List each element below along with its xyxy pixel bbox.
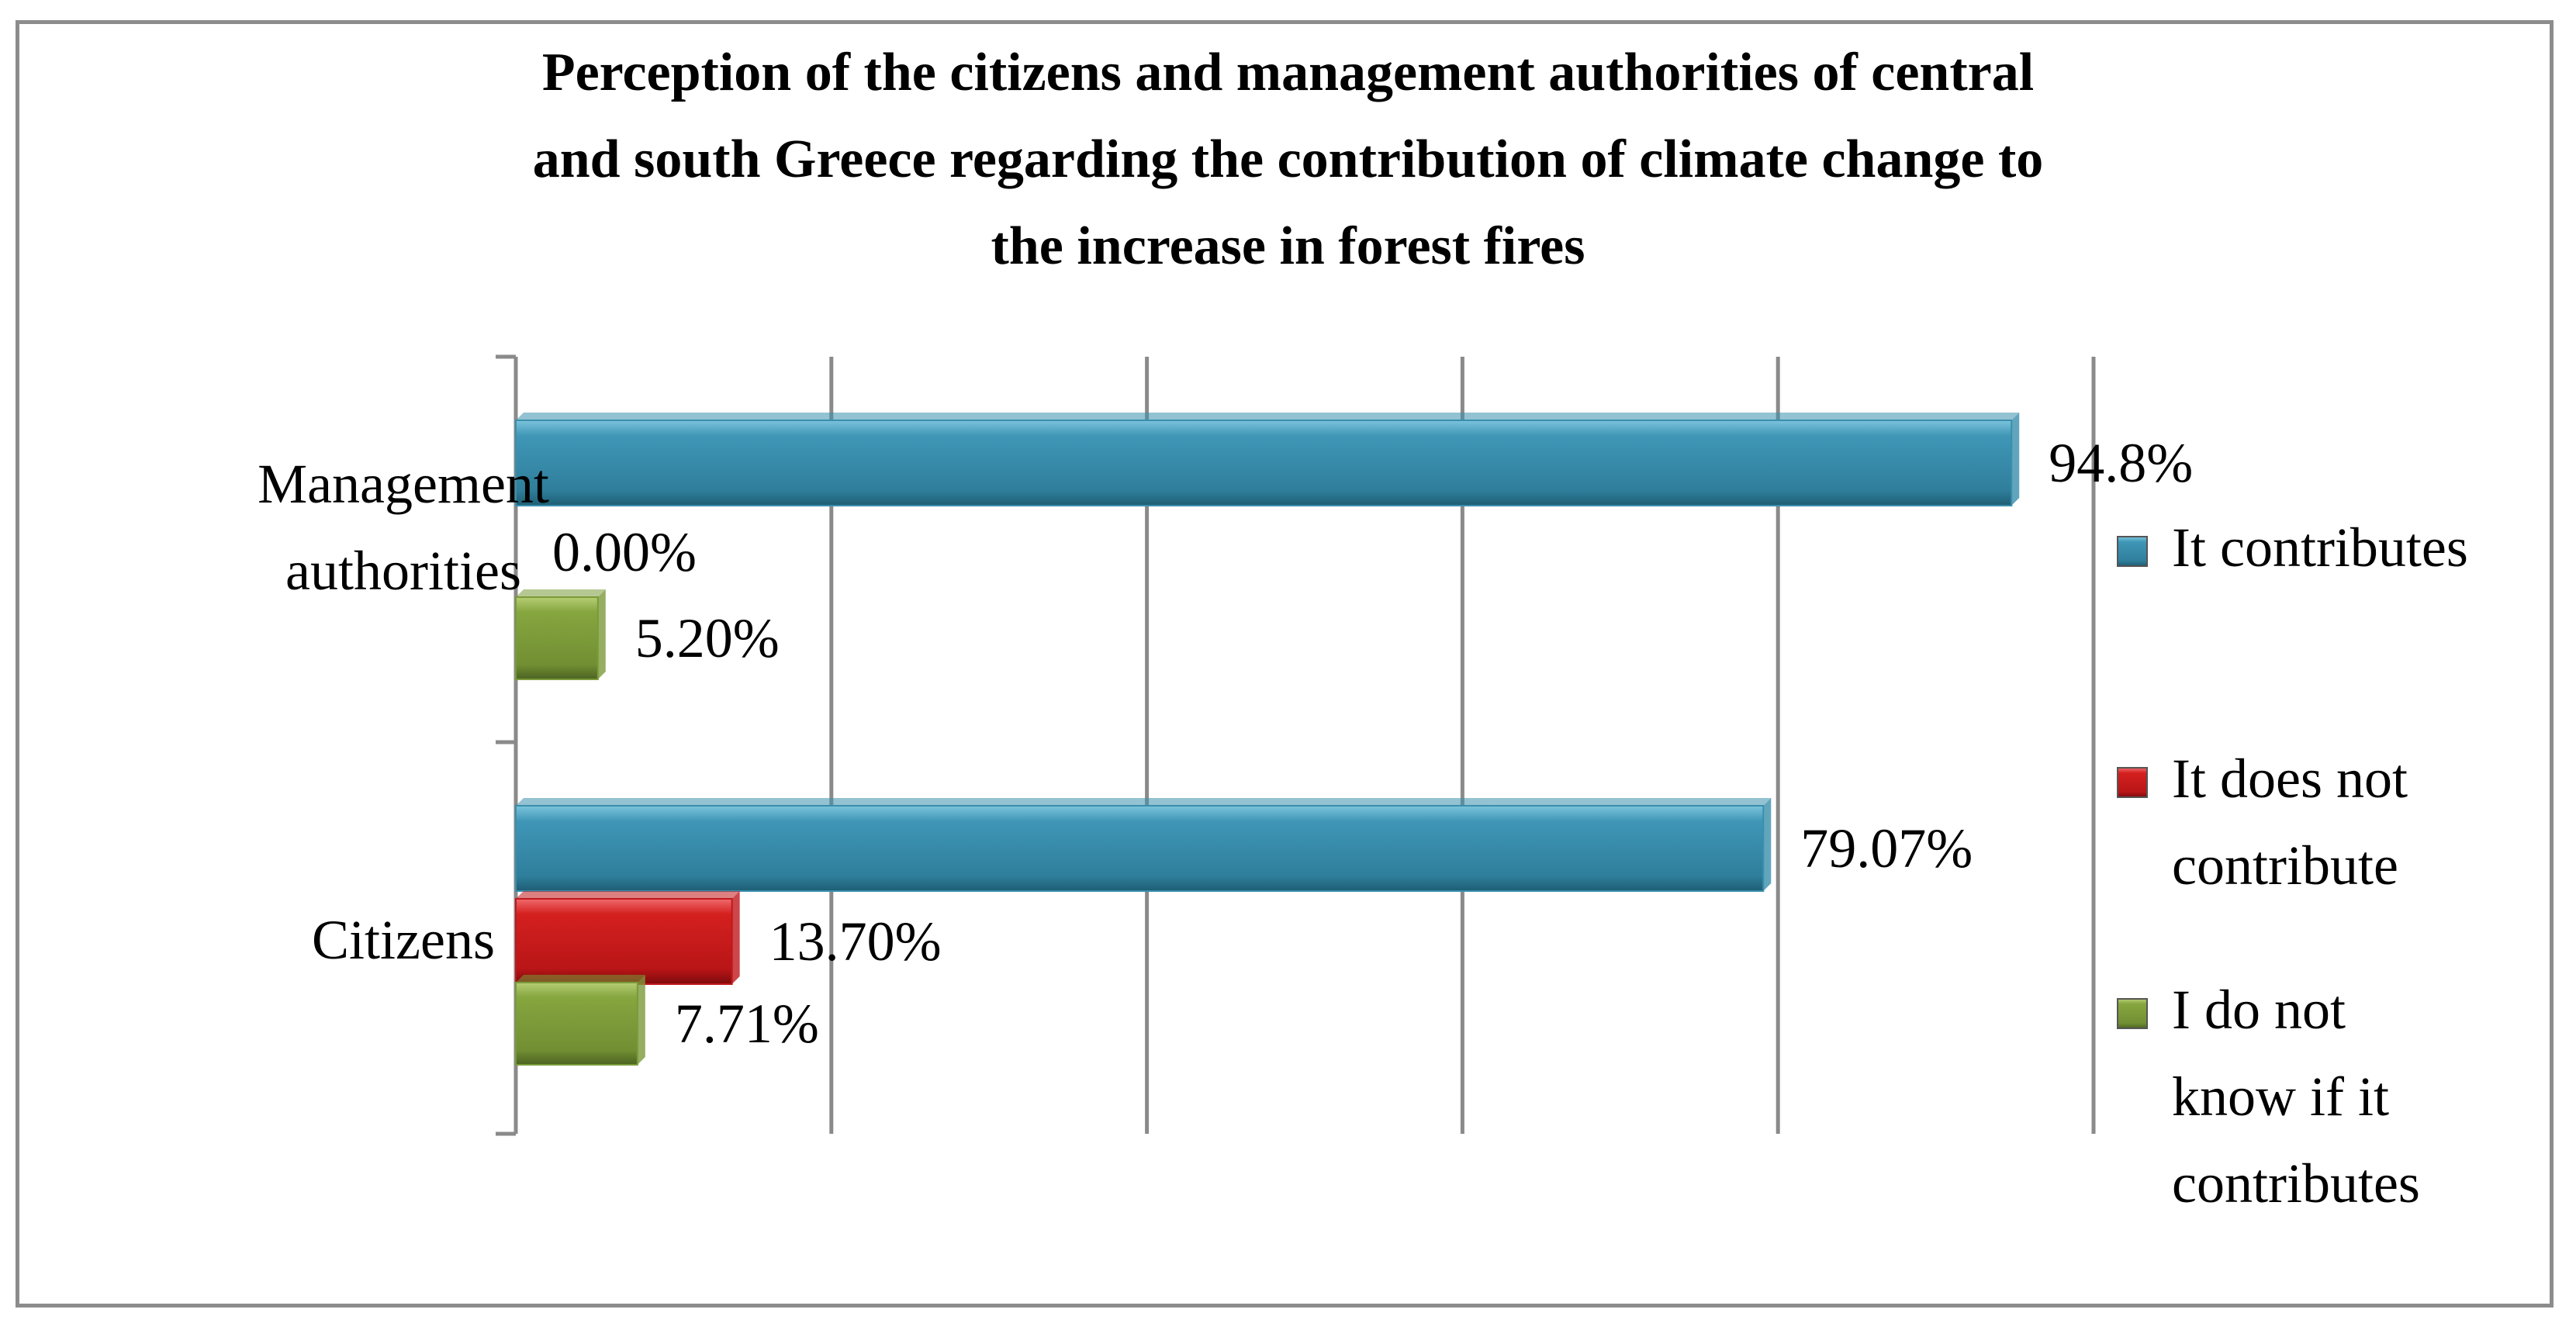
chart-title-line-1: Perception of the citizens and managemen… bbox=[541, 43, 2035, 102]
bar-end-face bbox=[637, 975, 645, 1065]
value-labels: 94.8% 0.00% 5.20% 79.07% 13.70% 7.71% bbox=[552, 432, 2193, 1055]
bar-top-face bbox=[516, 798, 1772, 806]
bar-end-face bbox=[731, 891, 740, 984]
legend-item: I do not know if it contributes bbox=[2117, 979, 2420, 1214]
bar-front-face bbox=[515, 420, 2013, 506]
legend-label: know if it bbox=[2172, 1066, 2389, 1128]
category-label: Management bbox=[258, 453, 549, 515]
chart-frame bbox=[16, 20, 2554, 1308]
bar bbox=[515, 413, 2020, 506]
chart-title-line-2: and south Greece regarding the contribut… bbox=[532, 130, 2044, 189]
bar-end-face bbox=[597, 589, 606, 679]
bar-front-face bbox=[515, 805, 1765, 892]
chart-title: Perception of the citizens and managemen… bbox=[0, 29, 2576, 290]
legend-label: contributes bbox=[2172, 1152, 2420, 1214]
category-labels: Management authorities Citizens bbox=[258, 453, 549, 971]
chart-title-line-3: the increase in forest fires bbox=[991, 216, 1585, 276]
category-label: authorities bbox=[285, 540, 521, 602]
legend-swatch bbox=[2117, 536, 2148, 567]
bar bbox=[515, 798, 1772, 892]
legend-label: contribute bbox=[2172, 834, 2398, 896]
category-label: Citizens bbox=[312, 909, 495, 971]
legend-item: It does not contribute bbox=[2117, 748, 2408, 896]
legend-label: I do not bbox=[2172, 979, 2346, 1041]
value-label: 5.20% bbox=[635, 607, 780, 669]
bar-front-face bbox=[515, 898, 733, 985]
bar bbox=[515, 589, 606, 680]
legend: It contributes It does not contribute I do … bbox=[2117, 516, 2468, 1214]
bar bbox=[515, 975, 645, 1066]
legend-item: It contributes bbox=[2117, 516, 2468, 579]
bar-end-face bbox=[1763, 798, 1772, 891]
legend-label: It does not bbox=[2172, 748, 2408, 810]
bars bbox=[515, 413, 2020, 1066]
value-label: 0.00% bbox=[552, 521, 697, 583]
value-label: 7.71% bbox=[675, 993, 819, 1055]
legend-swatch bbox=[2117, 998, 2148, 1029]
legend-label: It contributes bbox=[2172, 516, 2468, 579]
bar-top-face bbox=[516, 413, 2020, 420]
value-label: 79.07% bbox=[1800, 817, 1973, 879]
bar-front-face bbox=[515, 596, 599, 680]
value-label: 94.8% bbox=[2049, 432, 2193, 494]
bar bbox=[515, 891, 740, 985]
bar-front-face bbox=[515, 982, 638, 1066]
bar-top-face bbox=[516, 589, 606, 597]
bar-end-face bbox=[2011, 413, 2020, 506]
legend-swatch bbox=[2117, 767, 2148, 798]
bar-top-face bbox=[516, 975, 645, 983]
bar-top-face bbox=[516, 891, 740, 899]
value-label: 13.70% bbox=[769, 910, 942, 972]
